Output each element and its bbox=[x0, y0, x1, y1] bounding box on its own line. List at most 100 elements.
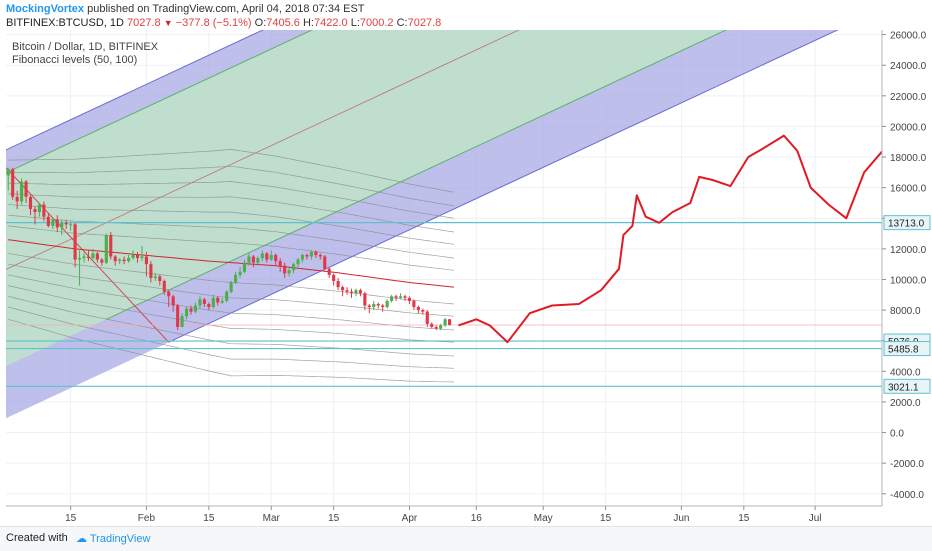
price-change: −377.8 (−5.1%) bbox=[175, 17, 252, 29]
trend-line bbox=[6, 167, 170, 343]
close-value: 7027.8 bbox=[407, 17, 442, 29]
high-value: 7422.0 bbox=[313, 17, 348, 29]
fib-band-line bbox=[8, 295, 455, 357]
channel-edge-line bbox=[106, 30, 728, 320]
y-tick-label: 4000.0 bbox=[890, 367, 921, 378]
fib-band-line bbox=[8, 263, 455, 317]
horizontal-levels bbox=[6, 222, 882, 387]
candle-body bbox=[421, 310, 425, 312]
x-tick-label: May bbox=[534, 513, 553, 524]
candle-body bbox=[198, 299, 202, 306]
candle-body bbox=[24, 181, 28, 197]
candle-body bbox=[287, 270, 291, 274]
candle-body bbox=[171, 296, 175, 306]
legend-title: Bitcoin / Dollar, 1D, BITFINEX bbox=[12, 41, 159, 53]
open-value: 7405.6 bbox=[266, 17, 300, 29]
y-tick-label: 10000.0 bbox=[890, 275, 927, 286]
candle-body bbox=[412, 300, 416, 308]
y-tick-label: -2000.0 bbox=[890, 459, 924, 470]
candle-body bbox=[430, 323, 434, 327]
candle-body bbox=[104, 235, 108, 263]
candle-body bbox=[207, 303, 211, 308]
candle-body bbox=[135, 254, 140, 259]
time-axis[interactable]: 15 Feb 15 Mar 15 Apr 16 May 15 Jun 15 Jul bbox=[65, 506, 822, 524]
footer-bar: Created with ☁ TradingView bbox=[0, 526, 932, 551]
candle-body bbox=[162, 281, 166, 292]
candle-body bbox=[274, 254, 278, 262]
candle-body bbox=[314, 251, 318, 255]
candle-body bbox=[434, 326, 438, 329]
candle-body bbox=[86, 256, 91, 259]
candle-body bbox=[149, 264, 153, 278]
candle-body bbox=[46, 216, 50, 226]
x-tick-label: 15 bbox=[203, 513, 215, 524]
candle-body bbox=[372, 303, 376, 308]
candle-body bbox=[398, 296, 403, 298]
tradingview-logo[interactable]: ☁ TradingView bbox=[76, 533, 151, 545]
legend-indicator: Fibonacci levels (50, 100) bbox=[12, 54, 137, 66]
price-label-box bbox=[883, 341, 931, 357]
candle-body bbox=[251, 256, 255, 263]
candle-body bbox=[443, 319, 447, 326]
candle-body bbox=[341, 287, 345, 291]
candle-body bbox=[265, 253, 269, 260]
candle-body bbox=[158, 276, 162, 282]
candle-body bbox=[448, 319, 452, 325]
candle-body bbox=[358, 290, 362, 294]
y-tick-label: 20000.0 bbox=[890, 122, 927, 133]
x-tick-label: Jun bbox=[673, 513, 689, 524]
candle-body bbox=[305, 254, 309, 257]
candle-body bbox=[260, 253, 264, 259]
candle-body bbox=[278, 261, 282, 266]
candle-body bbox=[127, 258, 131, 262]
candle-body bbox=[216, 297, 220, 303]
fib-band-line bbox=[8, 225, 455, 271]
price-chart[interactable]: 26000.0 24000.0 22000.0 20000.0 18000.0 16000… bbox=[0, 0, 932, 526]
last-price: 7027.8 bbox=[127, 17, 161, 29]
candle-body bbox=[318, 254, 322, 257]
projection-path bbox=[458, 134, 882, 344]
candle-body bbox=[296, 259, 300, 265]
channel-median-line bbox=[6, 30, 520, 270]
candle-body bbox=[73, 224, 77, 260]
price-axis[interactable]: 26000.0 24000.0 22000.0 20000.0 18000.0 16000… bbox=[882, 31, 927, 501]
candle-body bbox=[131, 254, 135, 259]
candle-body bbox=[122, 259, 126, 262]
candle-body bbox=[291, 264, 296, 271]
candle-body bbox=[300, 254, 305, 260]
author-link[interactable]: MockingVortex bbox=[6, 3, 85, 15]
fib-band-line bbox=[8, 318, 455, 383]
candle-body bbox=[327, 268, 331, 275]
candle-body bbox=[390, 296, 394, 301]
price-label-box bbox=[883, 215, 931, 231]
candle-body bbox=[394, 296, 398, 298]
candle-body bbox=[385, 300, 389, 308]
y-tick-label: -4000.0 bbox=[890, 490, 924, 501]
y-tick-label: 8000.0 bbox=[890, 306, 921, 317]
symbol-line: BITFINEX:BTCUSD, 1D 7027.8 ▼ −377.8 (−5.… bbox=[6, 17, 441, 29]
candle-body bbox=[11, 169, 15, 197]
moving-average-line bbox=[8, 239, 455, 288]
price-label-box bbox=[883, 378, 931, 394]
open-label: O: bbox=[254, 17, 267, 29]
channel-edge-line bbox=[168, 30, 839, 343]
candle-body bbox=[363, 293, 367, 306]
candle-body bbox=[220, 300, 224, 303]
down-triangle-icon: ▼ bbox=[163, 18, 173, 28]
fib-band-line bbox=[8, 306, 455, 369]
candle-body bbox=[309, 251, 313, 257]
candle-body bbox=[416, 307, 420, 311]
candle-body bbox=[367, 305, 371, 308]
candle-body bbox=[176, 305, 180, 327]
candle-body bbox=[42, 204, 46, 217]
candle-body bbox=[202, 299, 206, 304]
y-tick-label: 26000.0 bbox=[890, 31, 927, 42]
candle-body bbox=[15, 196, 19, 202]
candle-body bbox=[51, 219, 55, 226]
symbol-name: BITFINEX:BTCUSD, 1D bbox=[6, 17, 124, 29]
candle-body bbox=[95, 253, 99, 260]
candle-body bbox=[283, 265, 287, 274]
high-label: H: bbox=[302, 17, 314, 29]
candle-body bbox=[167, 291, 171, 297]
